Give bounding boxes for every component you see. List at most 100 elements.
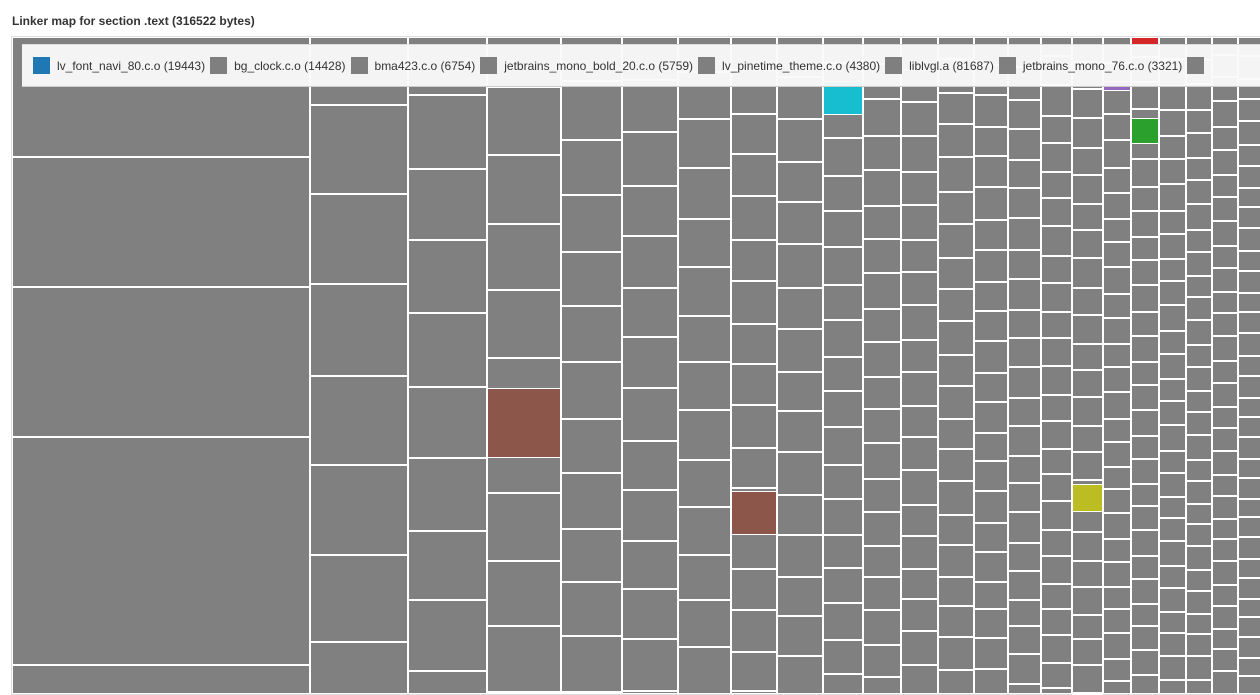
- treemap-cell[interactable]: [1186, 320, 1212, 345]
- treemap-cell[interactable]: [1212, 361, 1238, 383]
- treemap-cell[interactable]: [1212, 336, 1238, 361]
- treemap-cell[interactable]: [1212, 101, 1238, 127]
- treemap-cell[interactable]: [1159, 656, 1186, 680]
- treemap-cell[interactable]: [1041, 501, 1072, 530]
- treemap-cell[interactable]: [1103, 344, 1131, 367]
- treemap-cell[interactable]: [823, 427, 863, 465]
- treemap-cell[interactable]: [1238, 251, 1260, 271]
- treemap-cell[interactable]: [1159, 234, 1186, 259]
- treemap-cell[interactable]: [487, 87, 561, 155]
- treemap-cell[interactable]: [1072, 315, 1103, 344]
- treemap-cell[interactable]: [622, 589, 678, 639]
- treemap-cell[interactable]: [777, 411, 823, 452]
- treemap-cell[interactable]: [1238, 578, 1260, 599]
- treemap-cell[interactable]: [1131, 650, 1159, 675]
- treemap-cell[interactable]: [863, 546, 901, 577]
- treemap-cell[interactable]: [901, 240, 938, 272]
- treemap-cell[interactable]: [487, 561, 561, 626]
- treemap-cell[interactable]: [1103, 419, 1131, 442]
- treemap-cell[interactable]: [678, 119, 731, 168]
- treemap-cell[interactable]: [1238, 417, 1260, 437]
- legend-item[interactable]: liblvgl.a (81687): [885, 45, 994, 86]
- treemap-cell[interactable]: [561, 636, 622, 692]
- treemap-cell[interactable]: [1212, 585, 1238, 606]
- treemap-cell[interactable]: [1008, 684, 1041, 694]
- treemap-cell[interactable]: [863, 479, 901, 512]
- treemap-cell[interactable]: [1008, 543, 1041, 571]
- treemap-cell[interactable]: [1072, 561, 1103, 587]
- treemap-cell[interactable]: [1008, 218, 1041, 250]
- treemap-cell[interactable]: [938, 637, 974, 670]
- treemap-cell[interactable]: [1186, 460, 1212, 481]
- treemap-cell[interactable]: [1072, 532, 1103, 561]
- treemap-cell[interactable]: [1212, 451, 1238, 475]
- treemap-cell[interactable]: [1238, 188, 1260, 207]
- treemap-cell[interactable]: [731, 569, 777, 610]
- treemap-cell[interactable]: [1159, 612, 1186, 633]
- treemap-cell[interactable]: [1072, 288, 1103, 315]
- treemap-cell[interactable]: [863, 645, 901, 677]
- treemap-cell[interactable]: [777, 452, 823, 495]
- treemap-cell[interactable]: [731, 491, 777, 535]
- treemap-cell[interactable]: [1131, 237, 1159, 260]
- treemap-cell[interactable]: [974, 187, 1008, 220]
- treemap-cell[interactable]: [731, 281, 777, 324]
- treemap-cell[interactable]: [12, 287, 310, 437]
- treemap-cell[interactable]: [1131, 410, 1159, 436]
- treemap-cell[interactable]: [1072, 258, 1103, 288]
- treemap-cell[interactable]: [731, 364, 777, 405]
- treemap-cell[interactable]: [1072, 344, 1103, 370]
- treemap-cell[interactable]: [1041, 556, 1072, 584]
- treemap-cell[interactable]: [1186, 614, 1212, 634]
- treemap-cell[interactable]: [1159, 86, 1186, 110]
- treemap-cell[interactable]: [974, 461, 1008, 491]
- treemap-cell[interactable]: [938, 670, 974, 694]
- treemap-cell[interactable]: [1186, 252, 1212, 276]
- treemap-cell[interactable]: [1186, 204, 1212, 230]
- treemap-cell[interactable]: [1131, 436, 1159, 459]
- treemap-cell[interactable]: [901, 102, 938, 136]
- treemap-cell[interactable]: [1103, 562, 1131, 587]
- treemap-cell[interactable]: [622, 132, 678, 186]
- treemap-cell[interactable]: [901, 599, 938, 631]
- treemap-cell[interactable]: [863, 273, 901, 309]
- treemap-cell[interactable]: [938, 192, 974, 224]
- treemap-cell[interactable]: [1238, 658, 1260, 676]
- treemap-cell[interactable]: [1238, 333, 1260, 356]
- treemap-cell[interactable]: [777, 372, 823, 411]
- treemap-cell[interactable]: [622, 288, 678, 337]
- legend-item[interactable]: jetbrains_mono_76.c.o (3321): [998, 45, 1182, 86]
- treemap-cell[interactable]: [1238, 517, 1260, 537]
- treemap-cell[interactable]: [1041, 688, 1072, 694]
- treemap-cell[interactable]: [561, 362, 622, 419]
- treemap-cell[interactable]: [901, 569, 938, 599]
- treemap-cell[interactable]: [678, 362, 731, 410]
- treemap-cell[interactable]: [1186, 680, 1212, 694]
- treemap-cell[interactable]: [1186, 546, 1212, 570]
- treemap-cell[interactable]: [1008, 600, 1041, 626]
- treemap-cell[interactable]: [823, 357, 863, 391]
- treemap-cell[interactable]: [1131, 187, 1159, 211]
- treemap-cell[interactable]: [1008, 160, 1041, 188]
- treemap-cell[interactable]: [1159, 541, 1186, 566]
- treemap-cell[interactable]: [1103, 168, 1131, 193]
- treemap-cell[interactable]: [1238, 271, 1260, 293]
- treemap-cell[interactable]: [1041, 366, 1072, 395]
- treemap-cell[interactable]: [1238, 145, 1260, 166]
- treemap-cell[interactable]: [1186, 297, 1212, 320]
- treemap-cell[interactable]: [938, 355, 974, 386]
- treemap-cell[interactable]: [1186, 656, 1212, 680]
- treemap-cell[interactable]: [1131, 362, 1159, 385]
- treemap-cell[interactable]: [1159, 633, 1186, 656]
- treemap-cell[interactable]: [823, 391, 863, 427]
- treemap-cell[interactable]: [1072, 370, 1103, 397]
- treemap-cell[interactable]: [1212, 127, 1238, 150]
- treemap-cell[interactable]: [1186, 230, 1212, 252]
- treemap-cell[interactable]: [1131, 312, 1159, 336]
- treemap-cell[interactable]: [731, 652, 777, 691]
- treemap-cell[interactable]: [1159, 305, 1186, 331]
- treemap-cell[interactable]: [1212, 221, 1238, 246]
- treemap-cell[interactable]: [938, 321, 974, 355]
- treemap-cell[interactable]: [731, 448, 777, 488]
- treemap-cell[interactable]: [561, 529, 622, 582]
